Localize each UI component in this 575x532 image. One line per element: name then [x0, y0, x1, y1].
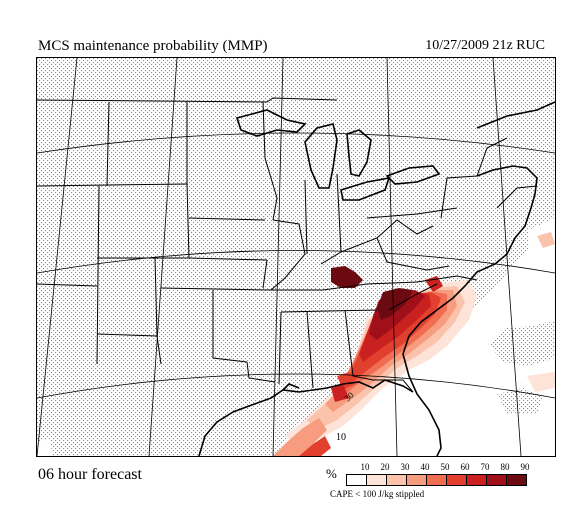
forecast-label: 06 hour forecast	[38, 466, 142, 483]
legend-color-cell	[447, 475, 467, 485]
legend-scale: 10 20 30 40 50 60 70 80 90	[346, 462, 554, 490]
legend-tick: 50	[440, 462, 450, 472]
legend-tick: 60	[460, 462, 470, 472]
legend-unit: %	[326, 466, 337, 481]
legend-tick: 30	[400, 462, 410, 472]
legend-tick: 90	[520, 462, 530, 472]
legend-tick: 40	[420, 462, 430, 472]
legend-tick: 10	[360, 462, 370, 472]
legend-color-cell	[367, 475, 387, 485]
legend-tick: 80	[500, 462, 510, 472]
legend-color-cell	[427, 475, 447, 485]
run-info: 10/27/2009 21z RUC	[425, 38, 545, 53]
legend-tick: 20	[380, 462, 390, 472]
legend-tick: 70	[480, 462, 490, 472]
coastlines	[198, 101, 555, 456]
legend-color-cell	[387, 475, 407, 485]
map-panel: 30 10	[36, 57, 556, 457]
state-borders	[37, 97, 538, 393]
contour-label-10: 10	[336, 432, 346, 443]
stipple-island	[489, 320, 555, 366]
graticule	[37, 58, 555, 456]
stipple-patch	[37, 438, 53, 456]
stipple-note: CAPE < 100 J/kg stippled	[330, 489, 425, 499]
legend-color-cell	[467, 475, 487, 485]
legend-color-cell	[507, 475, 526, 485]
probability-map: 30 10	[37, 58, 555, 456]
stipple-island	[497, 388, 543, 414]
legend-color-cell	[407, 475, 427, 485]
map-title: MCS maintenance probability (MMP)	[38, 38, 268, 54]
legend-color-bar	[346, 474, 527, 486]
legend-color-cell	[487, 475, 507, 485]
legend-color-cell	[347, 475, 367, 485]
